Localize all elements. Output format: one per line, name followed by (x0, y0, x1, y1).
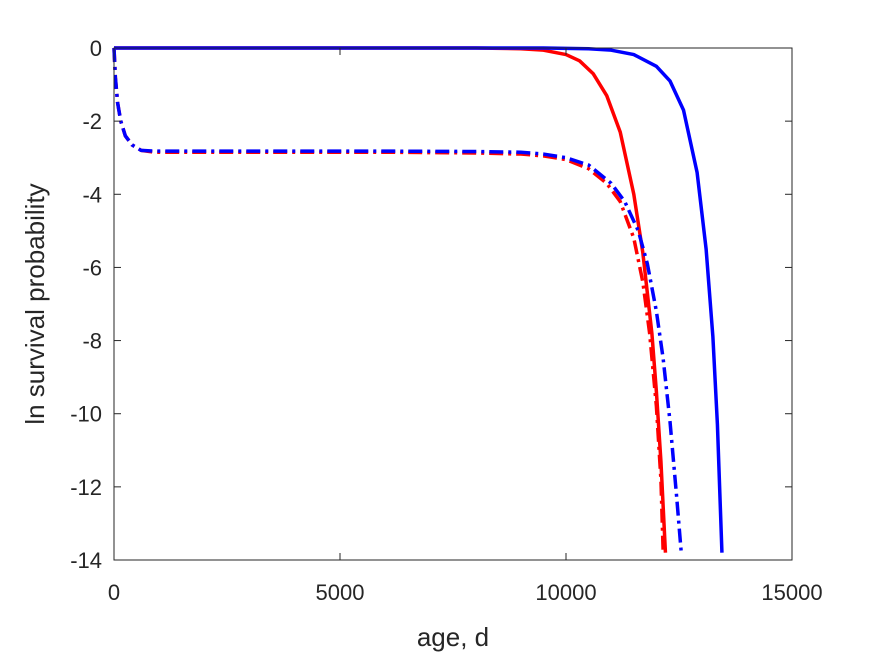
series-line-2 (114, 46, 724, 553)
y-axis-label: ln survival probability (20, 183, 50, 424)
y-tick-label: -10 (70, 402, 102, 427)
x-axis-label: age, d (417, 622, 489, 652)
x-tick-label: 10000 (535, 580, 596, 605)
x-tick-label: 5000 (316, 580, 365, 605)
series-line-4 (112, 47, 684, 553)
y-tick-label: -8 (82, 329, 102, 354)
series-line-3 (112, 47, 665, 553)
plot-area-frame (113, 47, 793, 561)
y-tick-label: -14 (70, 548, 102, 573)
series-layer (112, 46, 724, 553)
y-tick-label: -6 (82, 255, 102, 280)
x-tick-label: 0 (108, 580, 120, 605)
y-tick-label: -2 (82, 109, 102, 134)
y-tick-label: 0 (90, 36, 102, 61)
y-tick-label: -12 (70, 475, 102, 500)
x-tick-label: 15000 (761, 580, 822, 605)
y-tick-label: -4 (82, 182, 102, 207)
ticks-layer: 0 5000 10000 15000 0 -2 -4 -6 -8 -10 -12 -14 (70, 36, 822, 605)
series-line-1 (114, 46, 668, 553)
